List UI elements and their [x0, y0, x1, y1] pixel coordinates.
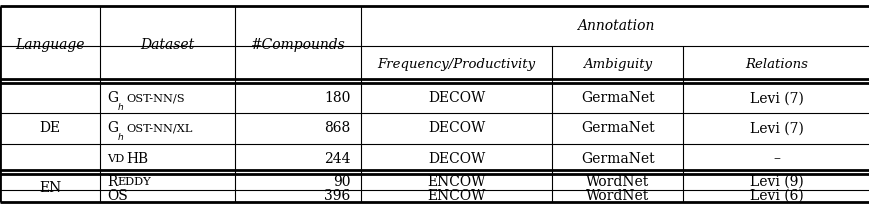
Text: G: G — [107, 91, 118, 105]
Text: –: – — [772, 152, 779, 166]
Text: OS: OS — [107, 189, 128, 203]
Text: 180: 180 — [324, 91, 350, 105]
Text: WordNet: WordNet — [586, 175, 648, 189]
Text: Levi (9): Levi (9) — [749, 175, 802, 189]
Text: WordNet: WordNet — [586, 189, 648, 203]
Text: VD: VD — [107, 154, 124, 164]
Text: EN: EN — [39, 181, 61, 195]
Text: EDDY: EDDY — [117, 177, 151, 187]
Text: GermaNet: GermaNet — [580, 152, 653, 166]
Text: Annotation: Annotation — [576, 19, 653, 33]
Text: $h$: $h$ — [117, 131, 124, 142]
Text: OST-NN/XL: OST-NN/XL — [126, 123, 192, 134]
Text: R: R — [107, 175, 117, 189]
Text: 90: 90 — [333, 175, 350, 189]
Text: Relations: Relations — [744, 58, 807, 71]
Text: DECOW: DECOW — [428, 152, 485, 166]
Text: Language: Language — [16, 38, 84, 52]
Text: Ambiguity: Ambiguity — [582, 58, 652, 71]
Text: ENCOW: ENCOW — [427, 189, 486, 203]
Text: Levi (6): Levi (6) — [749, 189, 802, 203]
Text: Frequency/Productivity: Frequency/Productivity — [377, 58, 535, 71]
Text: HB: HB — [126, 152, 148, 166]
Text: DECOW: DECOW — [428, 121, 485, 135]
Text: Levi (7): Levi (7) — [749, 121, 802, 135]
Text: OST-NN/S: OST-NN/S — [126, 93, 184, 103]
Text: 868: 868 — [324, 121, 350, 135]
Text: G: G — [107, 121, 118, 135]
Text: #Compounds: #Compounds — [250, 38, 345, 52]
Text: ENCOW: ENCOW — [427, 175, 486, 189]
Text: Levi (7): Levi (7) — [749, 91, 802, 105]
Text: DE: DE — [39, 121, 61, 135]
Text: $h$: $h$ — [117, 101, 124, 112]
Text: 396: 396 — [324, 189, 350, 203]
Text: DECOW: DECOW — [428, 91, 485, 105]
Text: 244: 244 — [324, 152, 350, 166]
Text: GermaNet: GermaNet — [580, 121, 653, 135]
Text: Dataset: Dataset — [140, 38, 195, 52]
Text: GermaNet: GermaNet — [580, 91, 653, 105]
